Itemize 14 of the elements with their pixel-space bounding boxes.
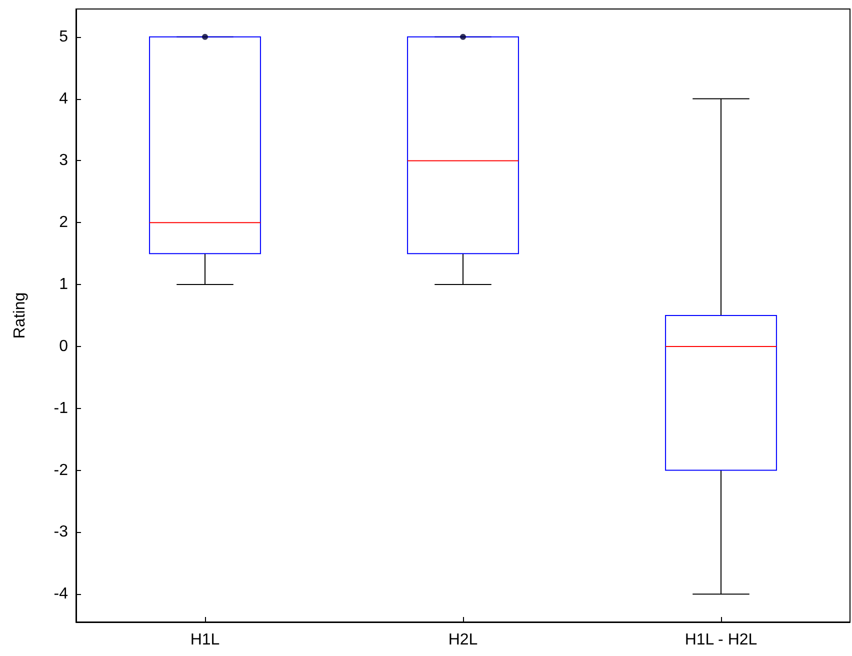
y-tick-label: -4 <box>54 586 68 603</box>
x-tick-label: H1L - H2L <box>684 632 758 648</box>
y-tick-label: 5 <box>59 28 68 46</box>
x-tick-label: H2L <box>448 632 478 648</box>
y-axis-title: Rating <box>12 292 28 339</box>
y-tick-label: 2 <box>59 214 68 232</box>
y-tick-label: -2 <box>54 462 68 479</box>
y-tick-label: 0 <box>59 338 68 355</box>
x-tick-label: H1L <box>190 632 220 648</box>
y-tick-label: 1 <box>59 276 68 294</box>
y-tick-label: 4 <box>59 90 68 108</box>
y-tick-label: -1 <box>54 400 68 417</box>
y-tick-label: 3 <box>59 152 68 170</box>
y-tick-label: -3 <box>54 524 68 541</box>
